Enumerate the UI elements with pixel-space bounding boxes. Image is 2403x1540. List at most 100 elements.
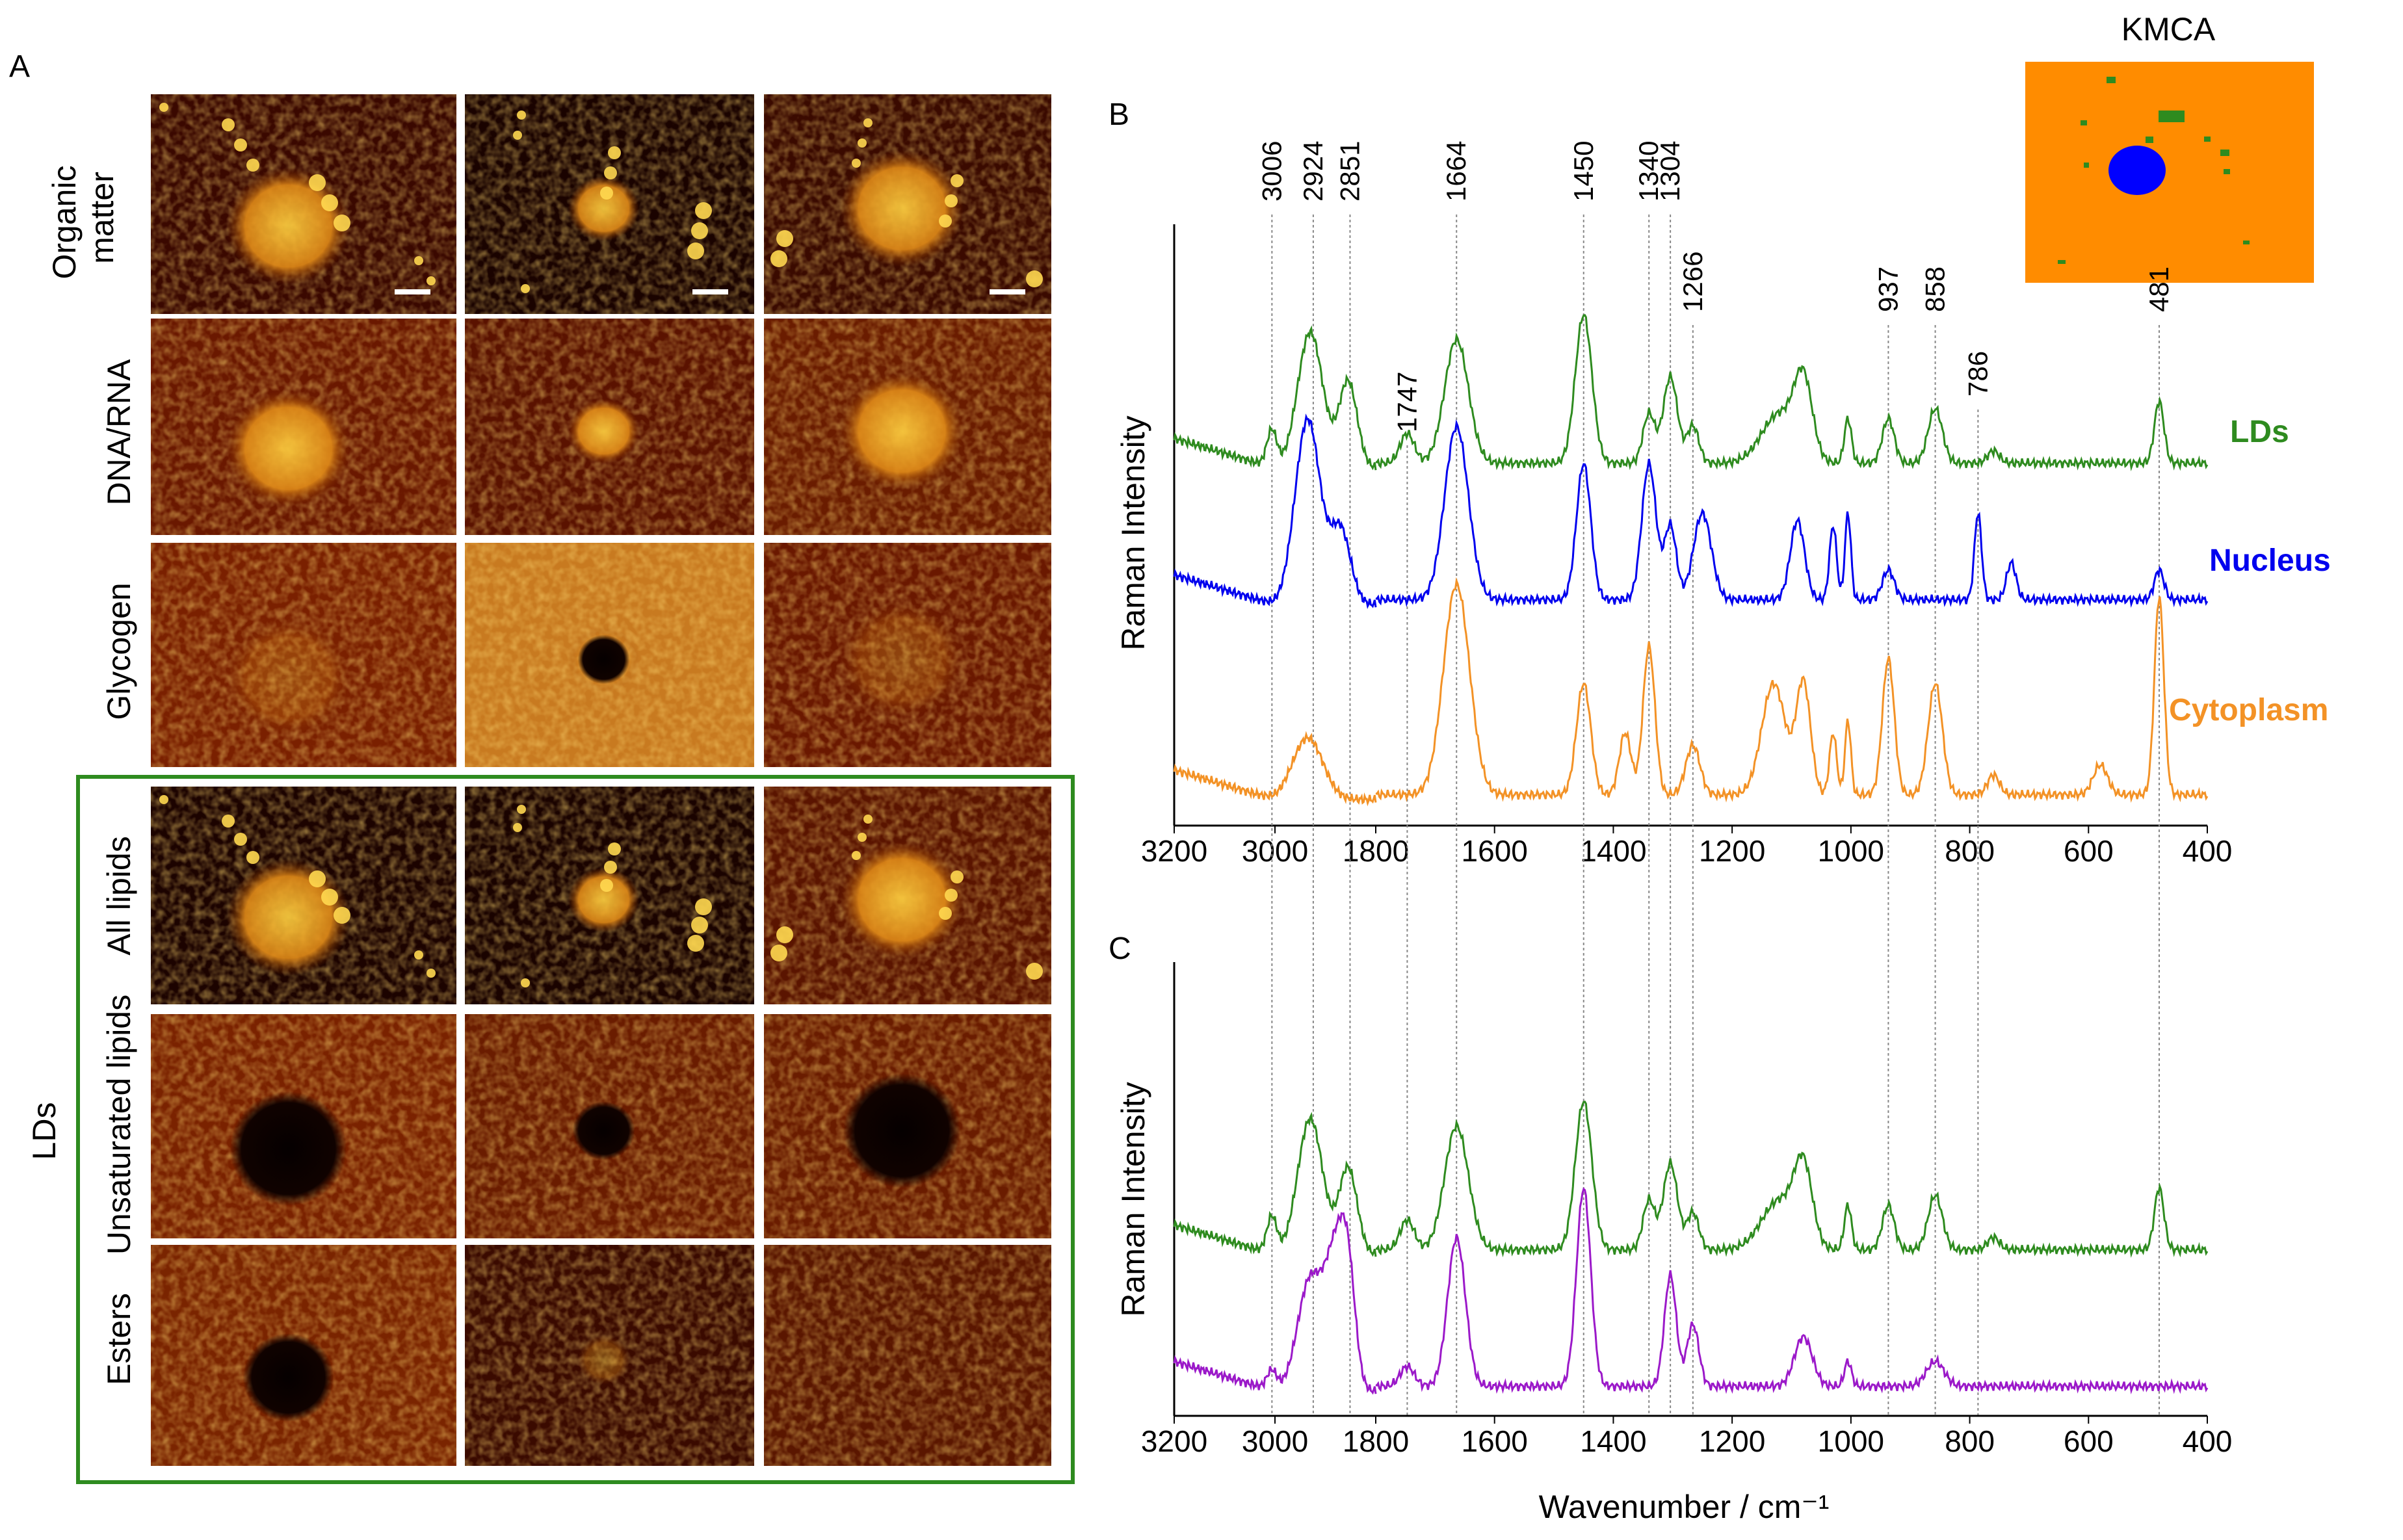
kmca-nucleus-region [2108, 146, 2166, 195]
kmca-ld-spot [2159, 111, 2185, 122]
microscopy-tile [151, 94, 456, 314]
row-label-esters: Esters [101, 1293, 137, 1385]
kmca-ld-spot [2204, 137, 2211, 142]
peak-label: 1664 [1441, 141, 1471, 202]
scale-bar [990, 289, 1025, 294]
x-tick-label: 400 [2183, 834, 2233, 868]
kmca-ld-spot [2224, 169, 2230, 174]
x-tick-label: 600 [2064, 1424, 2114, 1458]
chart-b-x-ticks: 3200 3000 1800 1600 1400 1200 1000 800 600 400 [1141, 826, 2233, 868]
microscopy-tile [151, 787, 456, 1004]
peak-label: 2851 [1334, 141, 1365, 202]
x-tick-label: 3200 [1141, 834, 1207, 868]
peak-label: 2924 [1298, 141, 1328, 202]
scale-bar [692, 289, 728, 294]
microscopy-tile [465, 1014, 754, 1238]
x-tick-label: 1000 [1818, 1424, 1884, 1458]
microscopy-tile [764, 1245, 1051, 1466]
microscopy-tile [465, 787, 754, 1004]
x-tick-label: 1200 [1699, 834, 1765, 868]
chart-b: Raman Intensity 3200 3000 1800 1600 1400 1200… [1115, 141, 2331, 1416]
row-label-organic-matter: Organic matter [46, 157, 120, 280]
peak-label: 481 [2144, 267, 2174, 312]
peak-label: 858 [1920, 267, 1950, 312]
kmca-ld-spot [2084, 163, 2089, 168]
microscopy-tile [151, 319, 456, 535]
chart-c-series [1173, 1101, 2209, 1395]
x-tick-label: 1800 [1343, 1424, 1409, 1458]
microscopy-tile [465, 543, 754, 767]
series-line-cytoplasm [1173, 577, 2209, 807]
series-line-lds [1173, 314, 2209, 472]
x-tick-label: 3200 [1141, 1424, 1207, 1458]
chart-b-series [1173, 314, 2209, 807]
lds-group-frame [76, 775, 1075, 1484]
x-tick-label: 600 [2064, 834, 2114, 868]
row-label-all-lipids: All lipids [101, 836, 137, 955]
x-tick-label: 1200 [1699, 1424, 1765, 1458]
panel-label-a: A [9, 49, 30, 84]
microscopy-tile [465, 94, 754, 314]
scale-bar [395, 289, 430, 294]
chart-c-xlabel: Wavenumber / cm⁻¹ [1539, 1489, 1830, 1525]
kmca-cytoplasm-region [2025, 62, 2314, 283]
peak-label: 937 [1872, 267, 1903, 312]
x-tick-label: 1600 [1462, 1424, 1528, 1458]
peak-label: 786 [1962, 351, 1993, 397]
kmca-map [2025, 62, 2314, 283]
x-tick-label: 400 [2183, 1424, 2233, 1458]
kmca-ld-spot [2058, 260, 2066, 264]
microscopy-tile [151, 1014, 456, 1238]
microscopy-tile [764, 319, 1051, 535]
kmca-ld-spot [2107, 77, 2116, 83]
series-label-nucleus: Nucleus [2209, 543, 2331, 578]
microscopy-tile [764, 1014, 1051, 1238]
microscopy-tile [151, 1245, 456, 1466]
x-tick-label: 3000 [1242, 834, 1308, 868]
kmca-lds-regions [2058, 77, 2250, 264]
row-label-glycogen: Glycogen [101, 582, 137, 720]
x-tick-label: 1400 [1580, 834, 1646, 868]
lds-group-label: LDs [26, 1103, 62, 1160]
row-label-organic-line1: Organic [46, 165, 83, 279]
x-tick-label: 800 [1945, 834, 1995, 868]
kmca-title: KMCA [2121, 11, 2216, 47]
microscopy-tile [764, 94, 1051, 314]
kmca-ld-spot [2146, 137, 2153, 143]
x-tick-label: 3000 [1242, 1424, 1308, 1458]
row-label-organic-line2: matter [84, 172, 120, 264]
series-line-esters [1173, 1187, 2209, 1395]
peak-label: 1304 [1655, 141, 1685, 202]
kmca-ld-spot [2220, 150, 2229, 156]
microscopy-tile [764, 543, 1051, 767]
panel-label-b: B [1109, 98, 1129, 132]
microscopy-tile [465, 319, 754, 535]
microscopy-grid [151, 94, 1051, 1466]
x-tick-label: 1600 [1462, 834, 1528, 868]
series-line-nucleus [1173, 413, 2209, 609]
peak-label: 1747 [1391, 372, 1422, 432]
peak-label: 1340 [1633, 141, 1664, 202]
x-tick-label: 1400 [1580, 1424, 1646, 1458]
row-label-dna-rna: DNA/RNA [101, 359, 137, 506]
microscopy-tile [151, 543, 456, 767]
peak-label: 1450 [1568, 141, 1599, 202]
kmca-ld-spot [2081, 120, 2087, 125]
x-tick-label: 1800 [1343, 834, 1409, 868]
series-label-cytoplasm: Cytoplasm [2169, 693, 2328, 727]
chart-c-x-ticks: 3200 3000 1800 1600 1400 1200 1000 800 600 400 [1141, 1416, 2233, 1458]
microscopy-tile [465, 1245, 754, 1466]
row-label-unsaturated-lipids: Unsaturated lipids [101, 995, 137, 1255]
panel-label-c: C [1109, 932, 1131, 966]
microscopy-tile [764, 787, 1051, 1004]
peak-label: 3006 [1256, 141, 1287, 202]
peak-label: 1266 [1677, 252, 1708, 312]
chart-c: Raman Intensity 3200 3000 1800 1600 1400 1200… [1115, 962, 2232, 1525]
kmca-ld-spot [2243, 241, 2250, 244]
chart-c-ylabel: Raman Intensity [1115, 1082, 1151, 1316]
x-tick-label: 800 [1945, 1424, 1995, 1458]
x-tick-label: 1000 [1818, 834, 1884, 868]
series-line-lds [1173, 1101, 2209, 1259]
chart-b-ylabel: Raman Intensity [1115, 415, 1151, 650]
